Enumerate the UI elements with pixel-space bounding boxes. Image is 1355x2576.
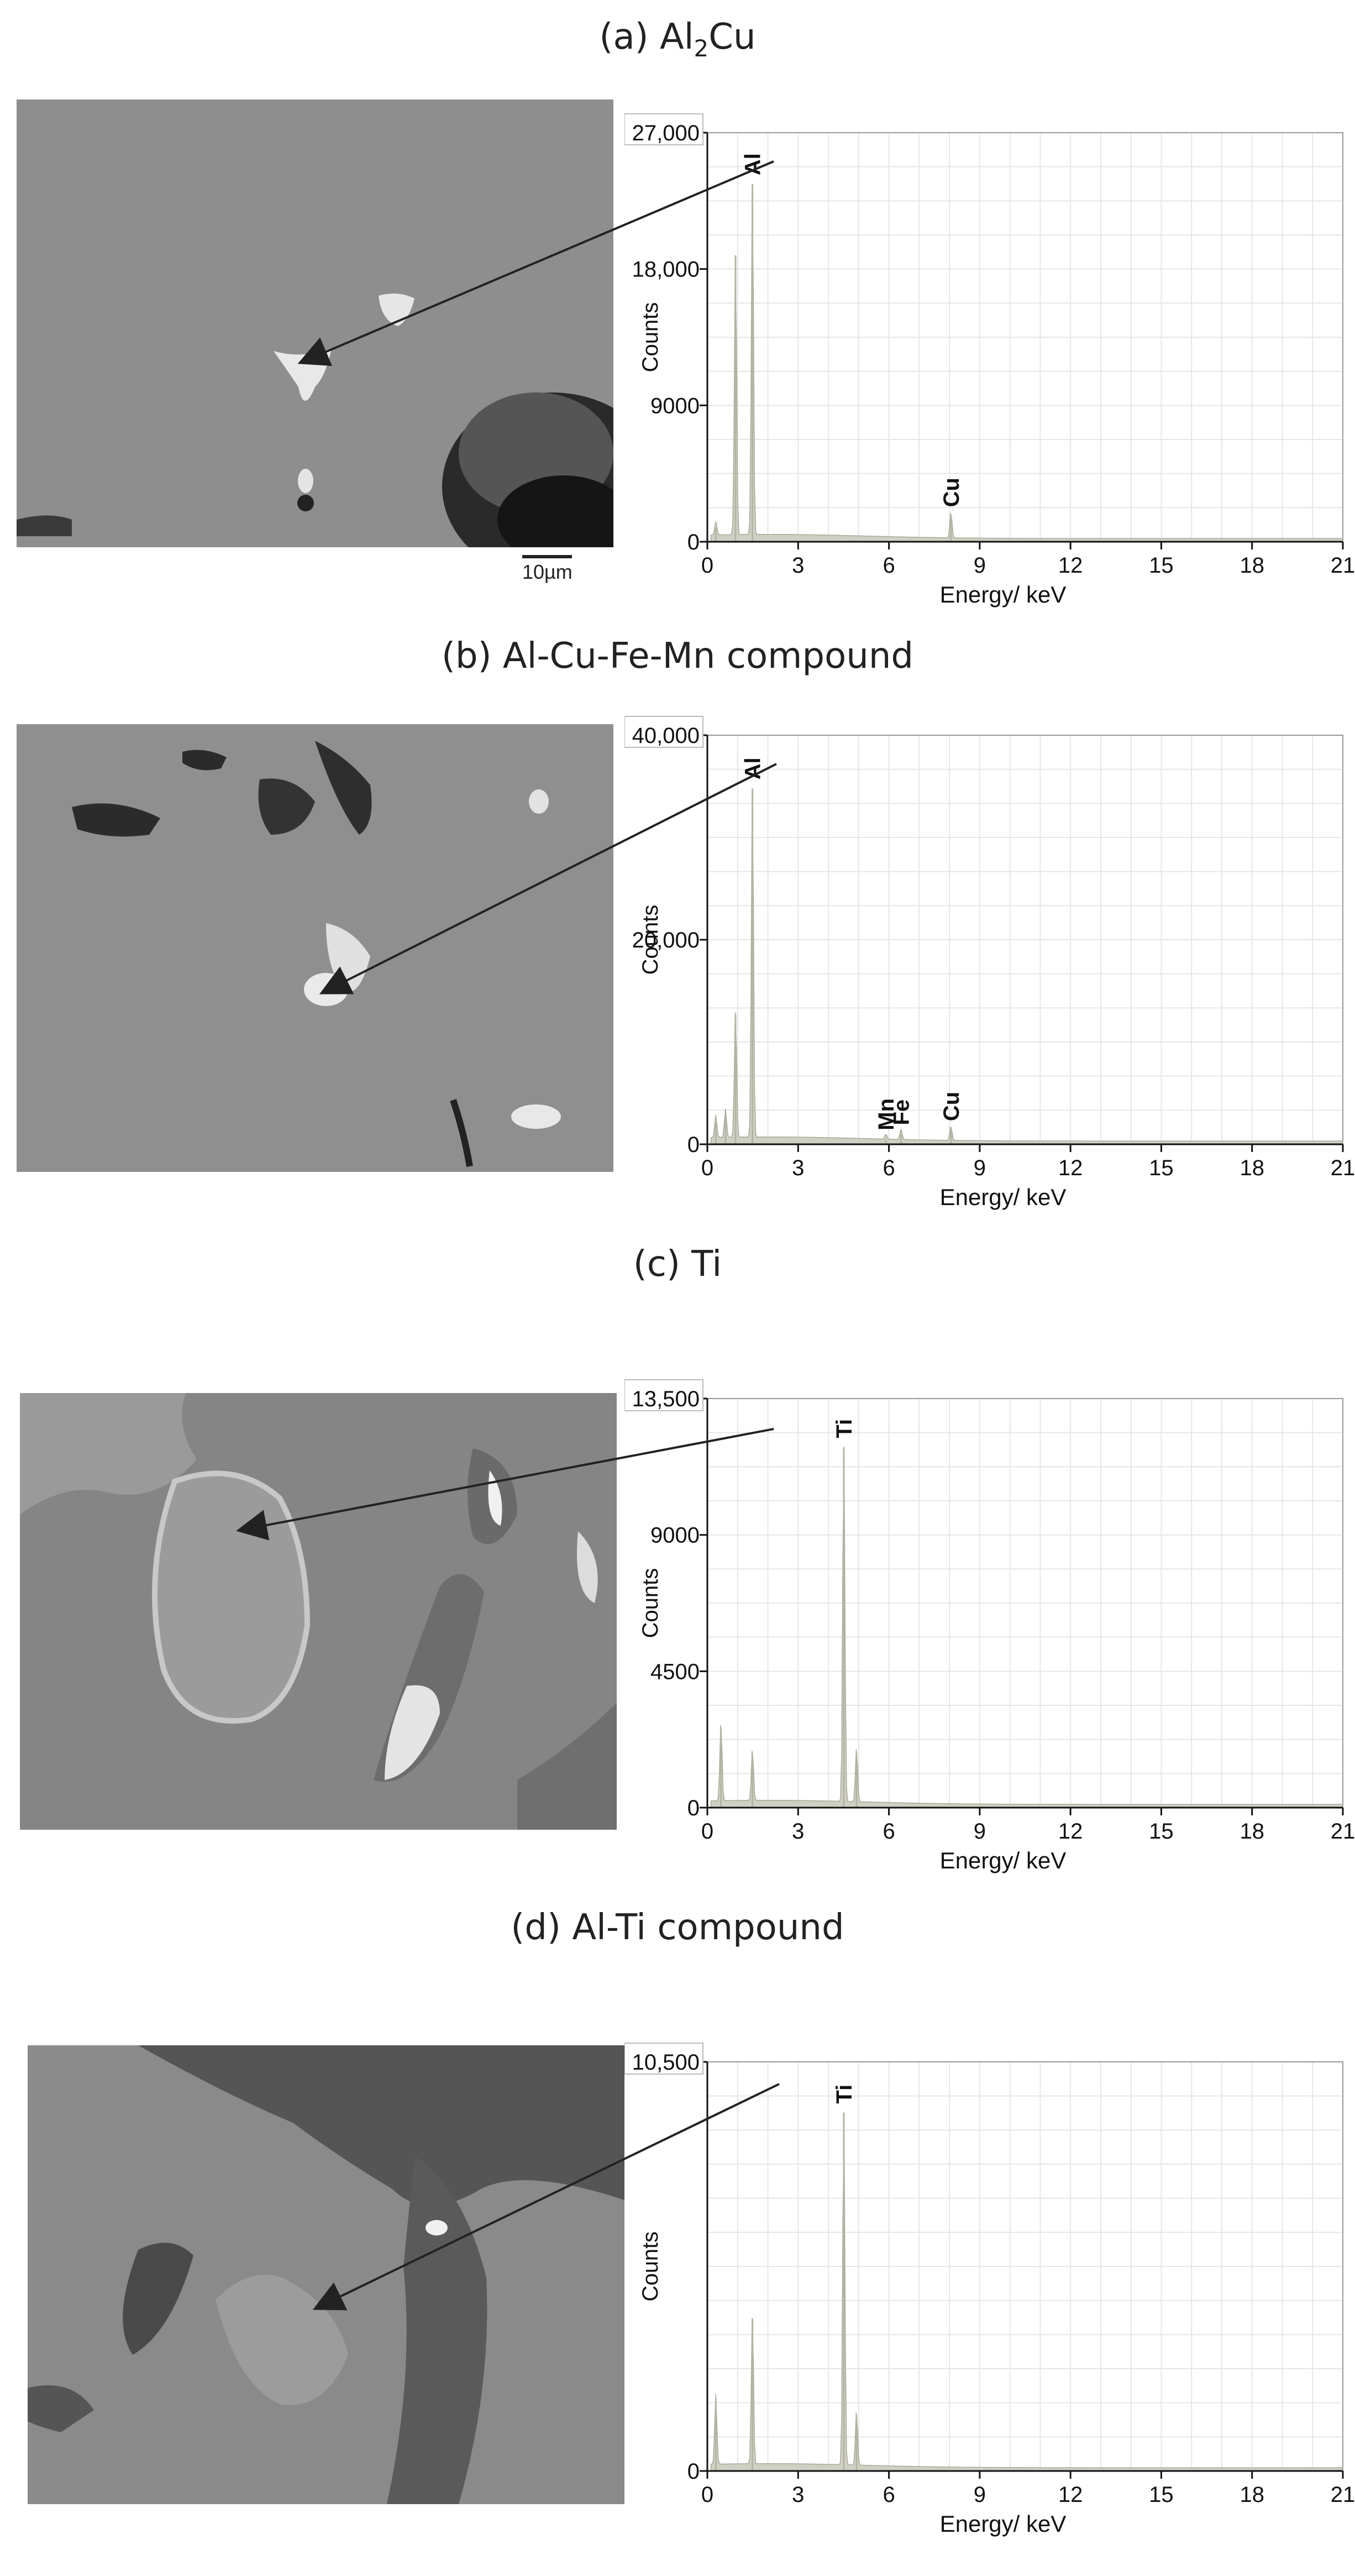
x-tick-label: 21 — [1331, 2483, 1355, 2507]
panel-d-title-prefix: (d) Al-Ti compound — [511, 1907, 844, 1948]
edx-chart-a: 0 3 6 9 12 15 18 21 0 9000 18,000 27,000 Energy/ keV… — [624, 83, 1355, 636]
x-tick-label: 18 — [1240, 2483, 1264, 2507]
x-tick-label: 12 — [1058, 1156, 1083, 1180]
panel-d-title: (d) Al-Ti compound — [0, 1907, 1355, 1948]
edx-chart-b: 0 3 6 9 12 15 18 21 0 20,000 40,000 Energy/ keV Coun… — [624, 685, 1355, 1238]
x-tick-label: 18 — [1240, 1819, 1264, 1844]
x-tick-label: 6 — [883, 1819, 895, 1844]
peak-label: Fe — [889, 1099, 913, 1125]
sem-scale-bar-line — [522, 555, 573, 558]
x-tick-label: 18 — [1240, 553, 1264, 578]
y-tick-label: 40,000 — [632, 724, 700, 748]
y-axis-label: Counts — [638, 905, 663, 975]
sem-scale-bar: 10µm — [522, 555, 573, 584]
panel-a-title-suffix: Cu — [708, 17, 756, 57]
x-tick-label: 0 — [701, 1819, 713, 1844]
x-axis-label: Energy/ keV — [940, 582, 1067, 608]
x-axis-label: Energy/ keV — [940, 1184, 1067, 1210]
y-tick-label-box — [624, 2043, 703, 2075]
x-tick-label: 6 — [883, 2483, 895, 2507]
y-tick-label: 4500 — [650, 1659, 700, 1684]
sem-image-c — [20, 1393, 617, 1830]
y-tick-label-box — [624, 1379, 703, 1411]
x-tick-label: 21 — [1331, 1819, 1355, 1844]
sem-image-d-drawing — [28, 2045, 624, 2504]
peak-label: Ti — [832, 1419, 857, 1438]
sem-image-b — [17, 724, 613, 1172]
x-tick-label: 15 — [1149, 1156, 1174, 1180]
panel-c-title: (c) Ti — [0, 1244, 1355, 1285]
spectrum-area — [710, 1455, 1343, 1808]
y-tick-label-box — [624, 716, 703, 748]
sem-scale-bar-label: 10µm — [522, 561, 573, 583]
y-tick-label: 0 — [687, 530, 700, 554]
y-tick-label: 18,000 — [632, 258, 700, 282]
peak-label: Al — [741, 153, 765, 175]
panel-a-title-prefix: (a) Al — [599, 17, 694, 57]
spectrum-area — [710, 191, 1343, 542]
x-tick-label: 18 — [1240, 1156, 1264, 1180]
x-tick-label: 12 — [1058, 553, 1083, 578]
x-axis-label: Energy/ keV — [940, 2511, 1067, 2537]
x-tick-label: 6 — [883, 1156, 895, 1180]
sem-image-a — [17, 100, 613, 547]
peak-label: Cu — [939, 478, 964, 507]
edx-chart-c-svg: 0 3 6 9 12 15 18 21 0 4500 9000 13,500 Energy/ keV Co… — [624, 1379, 1355, 1873]
edx-chart-c: 0 3 6 9 12 15 18 21 0 4500 9000 13,500 Energy/ keV Co… — [624, 1349, 1355, 1902]
x-tick-label: 9 — [974, 2483, 986, 2507]
panel-a-title: (a) Al2Cu — [0, 17, 1355, 62]
y-tick-label: 27,000 — [632, 121, 700, 145]
x-tick-label: 3 — [792, 1819, 804, 1844]
y-tick-label: 9000 — [650, 1523, 700, 1548]
x-tick-label: 0 — [701, 2483, 713, 2507]
y-tick-label: 0 — [687, 1133, 700, 1157]
y-tick-label: 0 — [687, 2459, 700, 2484]
panel-b-title: (b) Al-Cu-Fe-Mn compound — [0, 636, 1355, 677]
sem-image-b-drawing — [17, 724, 613, 1172]
x-tick-label: 9 — [974, 553, 986, 578]
y-tick-label: 0 — [687, 1796, 700, 1820]
spectrum-area — [710, 2121, 1343, 2472]
x-tick-label: 3 — [792, 553, 804, 578]
x-tick-label: 0 — [701, 553, 713, 578]
peak-label: Al — [741, 757, 765, 779]
peak-label: Ti — [832, 2085, 857, 2104]
spectrum-area — [710, 795, 1343, 1145]
sem-image-c-drawing — [20, 1393, 617, 1830]
peak-label: Cu — [939, 1092, 964, 1121]
y-axis-label: Counts — [638, 302, 663, 373]
x-tick-label: 12 — [1058, 1819, 1083, 1844]
y-tick-label: 10,500 — [632, 2050, 700, 2075]
x-tick-label: 3 — [792, 1156, 804, 1180]
x-tick-label: 15 — [1149, 2483, 1174, 2507]
y-tick-label-box — [624, 113, 703, 145]
x-tick-label: 15 — [1149, 1819, 1174, 1844]
sem-image-a-drawing — [17, 100, 613, 547]
y-tick-label: 9000 — [650, 394, 700, 418]
y-axis-label: Counts — [638, 1568, 663, 1638]
peak-label: Mn — [874, 1098, 899, 1130]
x-tick-label: 0 — [701, 1156, 713, 1180]
edx-chart-d: 0 3 6 9 12 15 18 21 0 10,500 Energy/ keV Counts Ti — [624, 2012, 1355, 2565]
panel-b-title-prefix: (b) Al-Cu-Fe-Mn compound — [441, 636, 914, 677]
edx-chart-d-svg: 0 3 6 9 12 15 18 21 0 10,500 Energy/ keV Counts Ti — [624, 2043, 1355, 2537]
sem-image-d — [28, 2045, 624, 2504]
x-tick-label: 9 — [974, 1156, 986, 1180]
x-tick-label: 21 — [1331, 553, 1355, 578]
x-tick-label: 21 — [1331, 1156, 1355, 1180]
x-axis-label: Energy/ keV — [940, 1847, 1067, 1873]
x-tick-label: 3 — [792, 2483, 804, 2507]
x-tick-label: 15 — [1149, 553, 1174, 578]
y-axis-label: Counts — [638, 2232, 663, 2302]
x-tick-label: 9 — [974, 1819, 986, 1844]
panel-c-title-prefix: (c) Ti — [633, 1244, 722, 1285]
edx-chart-a-svg: 0 3 6 9 12 15 18 21 0 9000 18,000 27,000 Energy/ keV… — [624, 113, 1355, 608]
x-tick-label: 6 — [883, 553, 895, 578]
y-tick-label: 13,500 — [632, 1387, 700, 1411]
panel-a-title-sub: 2 — [694, 34, 709, 62]
x-tick-label: 12 — [1058, 2483, 1083, 2507]
